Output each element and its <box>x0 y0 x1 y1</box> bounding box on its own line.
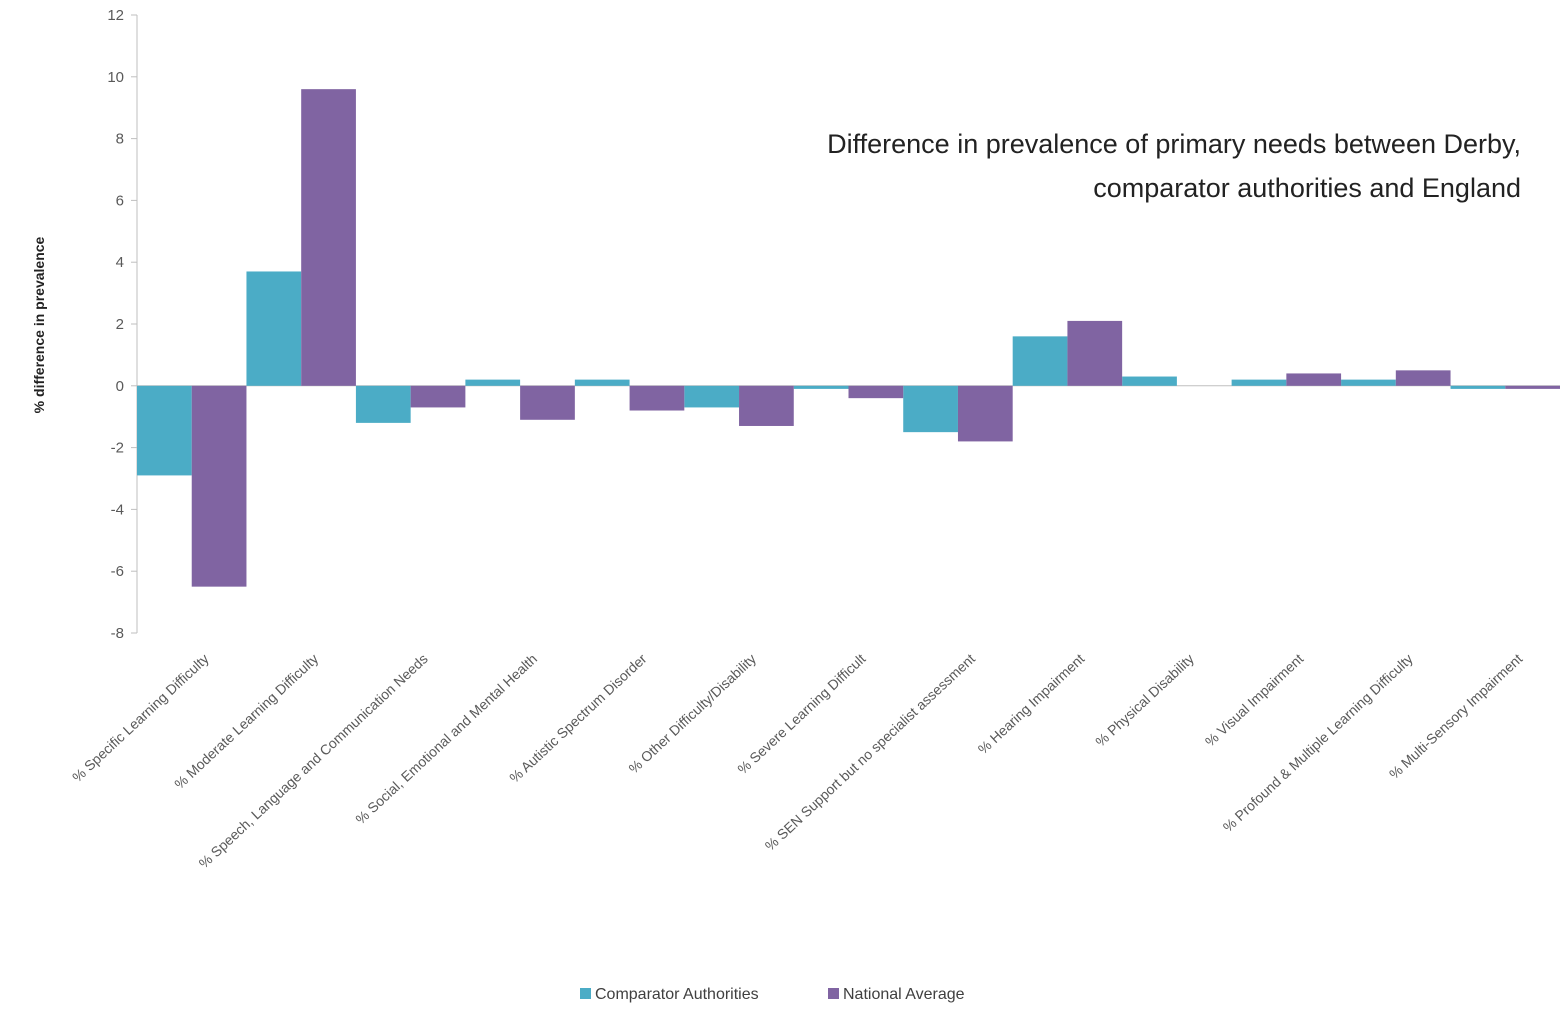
legend-swatch <box>828 988 839 999</box>
x-tick-label: % Social, Emotional and Mental Health <box>352 650 540 827</box>
chart-title-line-1: Difference in prevalence of primary need… <box>827 129 1521 159</box>
bar-national-0 <box>191 385 247 587</box>
legend-label: Comparator Authorities <box>595 986 759 1003</box>
x-tick-label: % Severe Learning Difficult <box>734 650 868 777</box>
y-tick-label: 6 <box>116 192 124 209</box>
legend-label: National Average <box>843 986 965 1003</box>
x-tick-label: % SEN Support but no specialist assessme… <box>762 650 978 853</box>
bar-national-7 <box>957 385 1013 442</box>
y-tick-label: -4 <box>111 501 124 518</box>
y-tick-label: 0 <box>116 378 124 395</box>
x-tick-label: % Speech, Language and Communication Nee… <box>196 650 431 871</box>
y-tick-label: -2 <box>111 440 124 457</box>
x-tick-label: % Physical Disability <box>1092 650 1197 749</box>
bar-national-2 <box>410 385 466 408</box>
y-tick-label: -8 <box>111 625 124 642</box>
chart-title: Difference in prevalence of primary need… <box>827 129 1521 203</box>
y-tick-label: 8 <box>116 131 124 148</box>
bar-comparator-0 <box>137 385 192 476</box>
bar-comparator-4 <box>574 379 630 386</box>
bar-comparator-11 <box>1341 379 1396 386</box>
legend-swatch <box>580 988 591 999</box>
bar-comparator-3 <box>465 379 521 386</box>
bar-comparator-9 <box>1122 376 1177 386</box>
bar-national-12 <box>1505 385 1560 389</box>
bars <box>137 89 1560 587</box>
bar-national-8 <box>1067 320 1123 386</box>
y-tick-label: 10 <box>107 69 124 86</box>
bar-comparator-5 <box>684 385 740 408</box>
y-tick-label: 4 <box>116 254 124 271</box>
bar-national-10 <box>1286 373 1342 386</box>
bar-national-4 <box>629 385 685 411</box>
y-tick-label: 2 <box>116 316 124 333</box>
bar-national-6 <box>848 385 904 399</box>
y-tick-label: -6 <box>111 563 124 580</box>
bar-national-11 <box>1395 370 1451 386</box>
bar-national-1 <box>301 89 356 386</box>
bar-comparator-10 <box>1231 379 1287 386</box>
x-tick-label: % Other Difficulty/Disability <box>625 650 759 776</box>
chart-title-line-2: comparator authorities and England <box>1093 173 1521 203</box>
x-tick-label: % Visual Impairment <box>1202 650 1307 749</box>
x-tick-label: % Profound & Multiple Learning Difficult… <box>1220 650 1416 835</box>
bar-comparator-2 <box>355 385 411 423</box>
bar-comparator-12 <box>1450 385 1506 389</box>
x-tick-labels: % Specific Learning Difficulty% Moderate… <box>69 650 1525 871</box>
bar-comparator-6 <box>793 385 849 389</box>
y-tick-label: 12 <box>107 7 124 24</box>
y-axis-label: % difference in prevalence <box>31 236 47 413</box>
bar-national-5 <box>739 385 794 426</box>
y-ticks: -8 -6 -4 -2 0 2 4 6 8 10 12 <box>107 7 137 642</box>
bar-comparator-7 <box>903 385 958 433</box>
x-tick-label: % Hearing Impairment <box>975 650 1088 757</box>
bar-national-3 <box>520 385 575 420</box>
bar-comparator-1 <box>246 271 302 386</box>
legend: Comparator Authorities National Average <box>580 986 965 1003</box>
bar-comparator-8 <box>1012 336 1068 386</box>
